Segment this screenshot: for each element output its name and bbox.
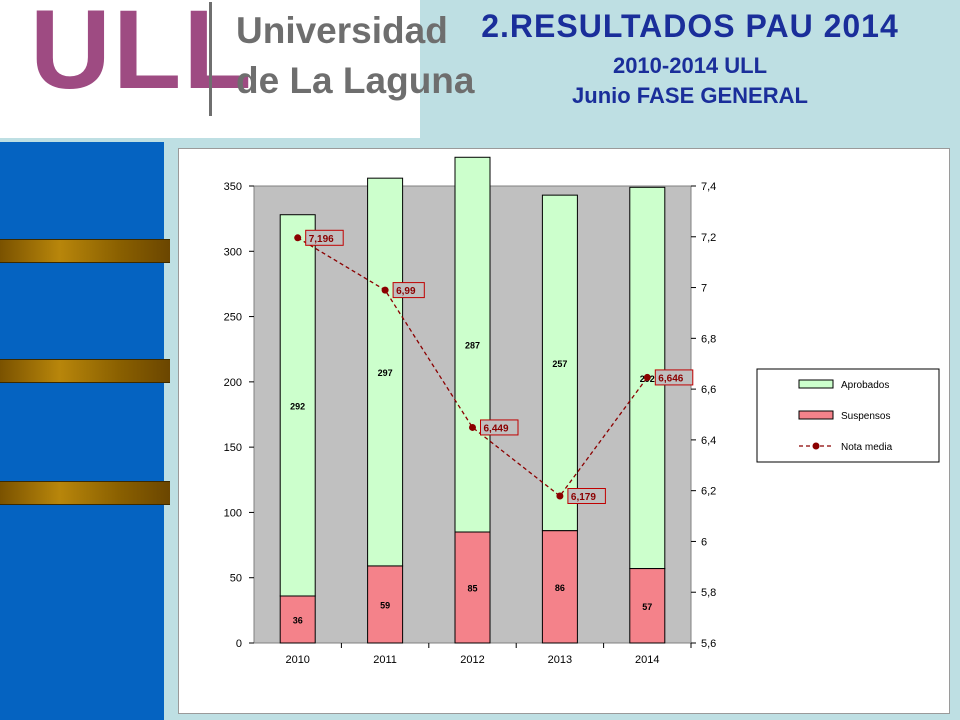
y-tick-label: 200 bbox=[224, 377, 242, 389]
bar-aprobados bbox=[279, 214, 316, 597]
bar-suspensos bbox=[279, 595, 316, 644]
bar-aprobados bbox=[541, 194, 578, 532]
point-nota-media bbox=[294, 234, 302, 242]
x-tick-label: 2010 bbox=[285, 654, 309, 666]
y-tick-label: 50 bbox=[230, 573, 242, 585]
left-decor-bar bbox=[0, 142, 164, 720]
y-tick-label: 150 bbox=[224, 442, 242, 454]
y-tick-label: 250 bbox=[224, 312, 242, 324]
label-nota-media: 7,196 bbox=[309, 234, 334, 245]
y2-tick-label: 5,6 bbox=[701, 638, 716, 650]
legend-swatch-aprobados bbox=[798, 379, 834, 389]
label-suspensos: 86 bbox=[555, 583, 565, 593]
y2-tick-label: 6,2 bbox=[701, 486, 716, 498]
decor-tab-2 bbox=[0, 359, 170, 383]
slide-subtitle: 2010-2014 ULL bbox=[612, 53, 768, 78]
logo-name-line2: de La Laguna bbox=[236, 60, 475, 101]
bar-suspensos bbox=[629, 568, 666, 644]
y2-tick-label: 6,8 bbox=[701, 333, 716, 345]
label-box-nota-media bbox=[392, 282, 425, 299]
decor-tab-3 bbox=[0, 481, 170, 505]
y-tick-label: 300 bbox=[224, 246, 242, 258]
x-tick-label: 2014 bbox=[635, 654, 659, 666]
label-nota-media: 6,646 bbox=[658, 373, 683, 384]
bar-aprobados bbox=[367, 177, 404, 567]
label-box-nota-media bbox=[480, 419, 519, 436]
slide-subtitle-2: Junio FASE GENERAL bbox=[572, 83, 808, 108]
y2-tick-label: 6 bbox=[701, 536, 707, 548]
label-aprobados: 297 bbox=[378, 368, 393, 378]
label-suspensos: 59 bbox=[380, 600, 390, 610]
x-tick-label: 2012 bbox=[460, 654, 484, 666]
title-block: 2.RESULTADOS PAU 2014 2010-2014 ULL Juni… bbox=[430, 0, 950, 138]
legend-swatch-suspensos bbox=[798, 410, 834, 420]
label-suspensos: 85 bbox=[467, 584, 477, 594]
logo-name-line1: Universidad bbox=[236, 10, 448, 51]
bar-suspensos bbox=[367, 565, 404, 644]
bar-suspensos bbox=[541, 530, 578, 644]
label-nota-media: 6,449 bbox=[484, 423, 509, 434]
point-nota-media bbox=[469, 423, 476, 431]
y2-tick-label: 5,8 bbox=[701, 587, 716, 599]
point-nota-media bbox=[643, 373, 651, 381]
legend-label-nota-media: Nota media bbox=[841, 442, 893, 453]
label-nota-media: 6,179 bbox=[571, 492, 596, 503]
y2-tick-label: 6,6 bbox=[701, 384, 716, 396]
label-nota-media: 6,99 bbox=[396, 286, 416, 297]
logo-divider bbox=[209, 2, 212, 116]
legend-label-suspensos: Suspensos bbox=[841, 411, 890, 422]
legend-label-aprobados: Aprobados bbox=[841, 380, 889, 391]
logo-letters: ULL bbox=[30, 0, 254, 112]
y-tick-label: 0 bbox=[236, 638, 242, 650]
label-box-nota-media bbox=[305, 229, 344, 246]
point-nota-media bbox=[381, 286, 389, 294]
bar-suspensos bbox=[454, 531, 491, 644]
y-tick-label: 100 bbox=[224, 507, 242, 519]
legend-marker-nota-media bbox=[812, 442, 820, 450]
point-nota-media bbox=[556, 492, 564, 500]
x-tick-label: 2013 bbox=[548, 654, 572, 666]
label-suspensos: 57 bbox=[642, 602, 652, 612]
label-box-nota-media bbox=[654, 369, 694, 386]
bar-aprobados bbox=[454, 156, 491, 533]
slide-title: 2.RESULTADOS PAU 2014 bbox=[481, 8, 899, 44]
label-aprobados: 287 bbox=[465, 341, 480, 351]
label-box-nota-media bbox=[567, 487, 606, 504]
y2-tick-label: 7,2 bbox=[701, 232, 716, 244]
y2-tick-label: 6,4 bbox=[701, 435, 716, 447]
x-tick-label: 2011 bbox=[373, 654, 397, 666]
legend-box bbox=[756, 368, 940, 463]
university-logo: ULL Universidad de La Laguna bbox=[0, 0, 474, 138]
label-aprobados: 292 bbox=[290, 401, 305, 411]
y2-tick-label: 7,4 bbox=[701, 181, 716, 193]
label-aprobados: 257 bbox=[552, 359, 567, 369]
y2-tick-label: 7 bbox=[701, 283, 707, 295]
decor-tab-1 bbox=[0, 239, 170, 263]
label-suspensos: 36 bbox=[293, 615, 303, 625]
chart-panel: 0 50 100 150 200 250 300 350 5,6 5,8 6 6,2 6,4 6,6 6,8… bbox=[178, 148, 950, 714]
chart: 0 50 100 150 200 250 300 350 5,6 5,8 6 6,2 6,4 6,6 6,8… bbox=[224, 156, 940, 666]
y-tick-label: 350 bbox=[224, 181, 242, 193]
